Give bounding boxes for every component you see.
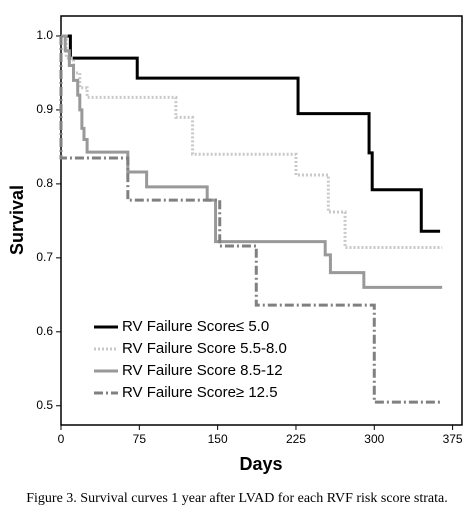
y-tick-label: 0.5 [36, 398, 53, 412]
survival-curve [59, 35, 443, 404]
y-tick-label: 0.7 [36, 250, 53, 264]
plot-frame [60, 15, 463, 426]
survival-curve [61, 34, 443, 289]
x-tick-label: 150 [208, 432, 228, 446]
x-tick-label: 225 [286, 432, 306, 446]
y-tick-label: 0.8 [36, 176, 53, 190]
legend-label: RV Failure Score≤ 5.0 [122, 318, 269, 335]
y-tick-label: 1.0 [36, 28, 53, 42]
y-tick-label: 0.9 [36, 102, 53, 116]
legend-label: RV Failure Score 5.5-8.0 [122, 340, 287, 357]
x-tick-label: 75 [133, 432, 147, 446]
x-axis-label: Days [239, 454, 282, 474]
y-tick-label: 0.6 [36, 324, 53, 338]
legend-label: RV Failure Score≥ 12.5 [122, 384, 278, 401]
x-tick-label: 0 [58, 432, 65, 446]
survival-curve [61, 34, 441, 233]
caption: Figure 3. Survival curves 1 year after L… [26, 491, 448, 506]
legend-label: RV Failure Score 8.5-12 [122, 362, 283, 379]
x-tick-label: 375 [443, 432, 463, 446]
x-tick-label: 300 [364, 432, 384, 446]
y-axis-label: Survival [7, 185, 27, 255]
survival-curve [61, 34, 443, 249]
